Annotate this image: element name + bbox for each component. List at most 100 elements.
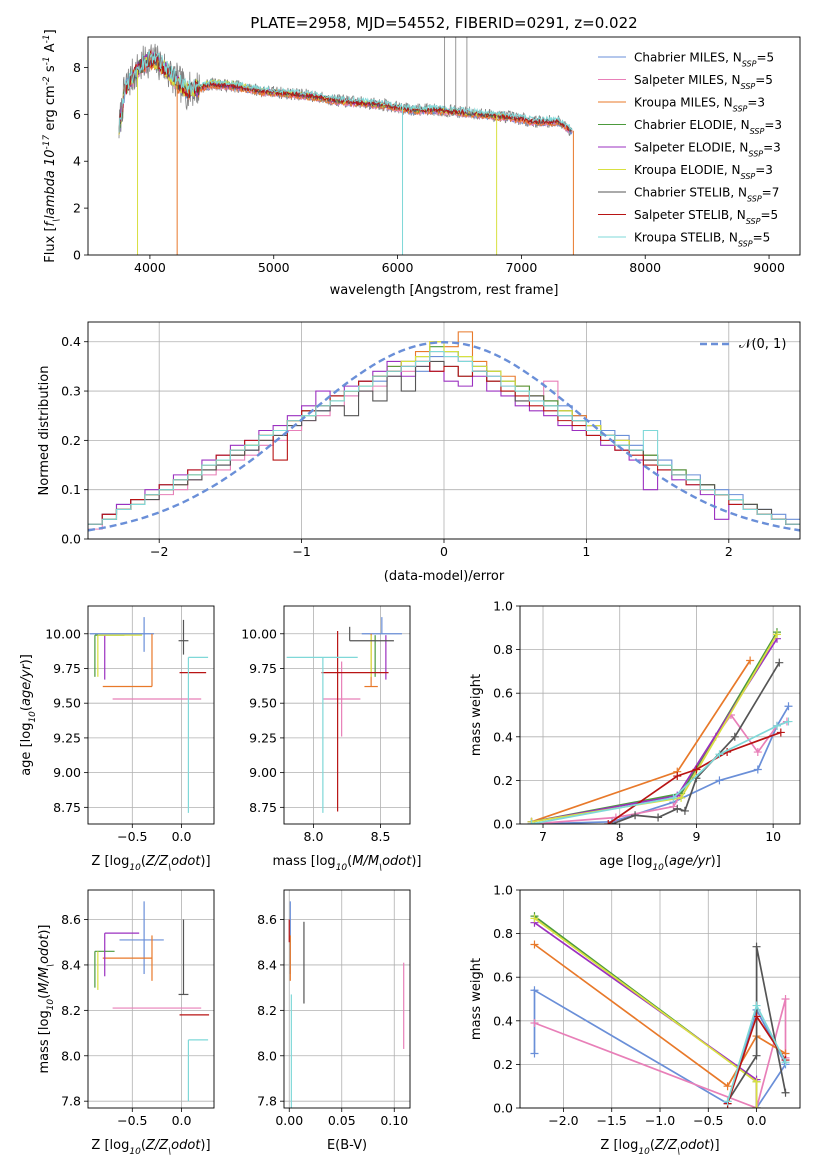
residuals-xtick-label: 0	[440, 544, 448, 559]
weight-vs-Z-axes	[520, 889, 800, 1109]
mass-vs-Z-plot-area	[94, 901, 210, 1102]
mass-weight-marker	[669, 793, 678, 802]
mass-weight-marker	[752, 1001, 761, 1010]
spectrum-xtick-label: 8000	[629, 260, 661, 275]
legend-label: Salpeter ELODIE, NSSP=3	[634, 141, 781, 159]
mass-vs-Z-ytick-label: 8.4	[61, 957, 81, 972]
residuals-ytick-label: 0.3	[61, 384, 81, 399]
spectrum-plot-area	[118, 37, 574, 255]
spectrum-xlabel: wavelength [Angstrom, rest frame]	[330, 283, 559, 298]
age-vs-mass-ytick-label: 9.50	[249, 696, 277, 711]
legend-label: Kroupa ELODIE, NSSP=3	[634, 163, 773, 181]
age-vs-Z-ytick-label: 9.75	[53, 661, 81, 676]
age-vs-mass-frame	[283, 605, 411, 825]
mass-weight-marker	[753, 748, 762, 757]
weight-vs-Z-ytick-label: 0.2	[493, 1057, 513, 1072]
residual-histogram	[88, 360, 800, 525]
weight-vs-Z-ytick-label: 0.6	[493, 970, 513, 985]
mass-weight-marker	[784, 717, 793, 726]
weight-vs-Z-xtick-label: −1.0	[645, 1113, 675, 1128]
spectrum-frame	[87, 36, 801, 256]
mass-vs-ebv-ytick-label: 8.2	[257, 1003, 277, 1018]
mass-weight-marker	[772, 630, 781, 639]
mass-weight-marker	[752, 1104, 761, 1108]
mass-weight-marker	[746, 656, 755, 665]
mass-vs-Z-ylabel: mass [log10(M/M\odot)]	[37, 924, 56, 1073]
mass-vs-ebv-xtick-label: 0.05	[328, 1113, 356, 1128]
mass-weight-marker	[530, 914, 539, 923]
weight-vs-age-ytick-label: 0.8	[493, 642, 513, 657]
spectrum-ytick-label: 8	[73, 60, 81, 75]
figure-title: PLATE=2958, MJD=54552, FIBERID=0291, z=0…	[250, 14, 637, 32]
legend-label: Chabrier MILES, NSSP=5	[634, 51, 774, 69]
age-vs-Z-ytick-label: 9.50	[53, 696, 81, 711]
spectrum-ytick-label: 6	[73, 107, 81, 122]
residuals-xtick-label: −1	[292, 544, 310, 559]
age-vs-mass-axes	[284, 606, 410, 824]
mass-weight-marker	[723, 1082, 732, 1091]
mass-weight-marker	[775, 658, 784, 667]
mass-vs-Z-frame-group: −0.5 0.0 7.8 8.0 8.2 8.4 8.6 Z [log10(Z/Z\odot)…	[37, 889, 215, 1157]
chart-layer: 4000 5000 6000 7000 8000 9000 0 2 4 6 8 wavelength …	[19, 29, 801, 1157]
age-vs-Z-ytick-label: 9.00	[53, 765, 81, 780]
age-vs-Z-ylabel: age [log10(age/yr)]	[19, 654, 38, 776]
mass-weight-marker	[530, 1018, 539, 1027]
mass-weight-marker	[631, 811, 640, 820]
age-vs-mass-ytick-label: 9.00	[249, 765, 277, 780]
mass-vs-ebv-xtick-label: 0.10	[380, 1113, 408, 1128]
mass-weight-marker	[673, 772, 682, 781]
mass-weight-marker	[772, 721, 781, 730]
mass-vs-Z-ytick-label: 8.6	[61, 912, 81, 927]
mass-weight-marker	[784, 702, 793, 711]
mass-weight-marker	[677, 793, 686, 802]
residuals-ylabel: Normed distribution	[37, 366, 52, 496]
age-vs-mass-ytick-label: 10.00	[241, 626, 277, 641]
age-vs-mass-plot-area	[286, 617, 402, 813]
age-vs-Z-xtick-label: −0.5	[117, 829, 147, 844]
weight-vs-age-ytick-label: 0.2	[493, 773, 513, 788]
mass-weight-marker	[781, 1058, 790, 1067]
spectrum-xtick-label: 7000	[505, 260, 537, 275]
residuals-xtick-label: −2	[150, 544, 168, 559]
mass-weight-marker	[680, 806, 689, 815]
weight-vs-Z-ytick-label: 0.0	[493, 1101, 513, 1116]
spectrum-xtick-label: 5000	[258, 260, 290, 275]
weight-vs-Z-frame-group: −2.0 −1.5 −1.0 −0.5 0.0 0.0 0.2 0.4 0.6 0.8 1.0 Z […	[469, 883, 801, 1157]
spectrum-ytick-label: 4	[73, 154, 81, 169]
age-vs-mass-frame-group: 8.0 8.5 8.75 9.00 9.25 9.50 9.75 10.00 mass [log…	[241, 605, 422, 873]
weight-vs-Z-ylabel: mass weight	[469, 958, 484, 1040]
mass-weight-marker	[752, 1051, 761, 1060]
legend-label: Salpeter STELIB, NSSP=5	[634, 208, 778, 226]
mass-vs-Z-xtick-label: −0.5	[117, 1113, 147, 1128]
model-spectrum-line	[118, 50, 573, 133]
mass-vs-ebv-frame	[283, 889, 411, 1109]
weight-vs-age-xtick-label: 9	[692, 829, 700, 844]
age-vs-mass-xlabel: mass [log10(M/M\odot)]	[272, 854, 421, 873]
weight-vs-age-frame-group: 7 8 9 10 0.0 0.2 0.4 0.6 0.8 1.0 age [log10(age/yr…	[469, 599, 801, 873]
weight-vs-Z-plot-area	[530, 912, 790, 1108]
mass-vs-ebv-frame-group: 0.00 0.05 0.10 7.8 8.0 8.2 8.4 8.6 E(B-V)	[257, 889, 411, 1153]
mass-vs-ebv-ytick-label: 8.4	[257, 957, 277, 972]
legend-label: Chabrier ELODIE, NSSP=3	[634, 118, 782, 136]
weight-vs-Z-xtick-label: −2.0	[548, 1113, 578, 1128]
age-vs-Z-xtick-label: 0.0	[172, 829, 192, 844]
legend-label: Chabrier STELIB, NSSP=7	[634, 186, 779, 204]
weight-vs-age-ylabel: mass weight	[469, 674, 484, 756]
mass-weight-line	[534, 998, 787, 1108]
age-vs-mass-xtick-label: 8.5	[371, 829, 391, 844]
mass-weight-marker	[692, 765, 701, 774]
mass-weight-marker	[530, 1049, 539, 1058]
weight-vs-age-xlabel: age [log10(age/yr)]	[599, 854, 721, 873]
legend-label: Kroupa STELIB, NSSP=5	[634, 231, 770, 249]
residuals-xlabel: (data-model)/error	[384, 569, 505, 584]
spectrum-frame-group: 4000 5000 6000 7000 8000 9000 0 2 4 6 8 wavelength …	[42, 29, 801, 298]
weight-vs-age-xtick-label: 10	[765, 829, 781, 844]
mass-vs-ebv-ytick-label: 8.0	[257, 1048, 277, 1063]
mass-weight-marker	[530, 940, 539, 949]
weight-vs-Z-xlabel: Z [log10(Z/Z\odot)]	[600, 1138, 719, 1157]
spectrum-ytick-label: 2	[73, 201, 81, 216]
residuals-ytick-label: 0.0	[61, 532, 81, 547]
residuals-plot-area	[88, 331, 800, 532]
mass-weight-marker	[752, 1077, 761, 1086]
mass-vs-ebv-xtick-label: 0.00	[275, 1113, 303, 1128]
